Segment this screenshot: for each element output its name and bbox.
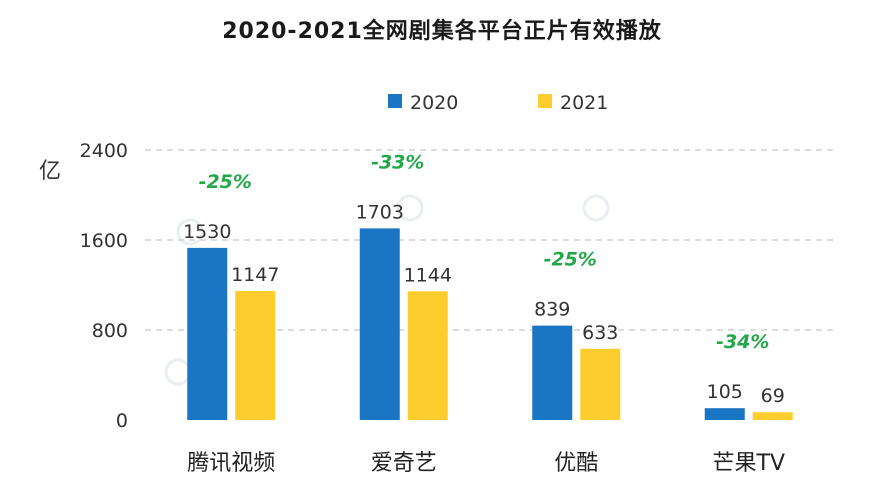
y-tick-label: 2400 (80, 140, 128, 162)
x-axis-categories: 腾讯视频 爱奇艺 优酷 芒果TV (187, 451, 785, 476)
legend-swatch (538, 94, 552, 108)
bars (187, 228, 793, 420)
data-label: 1144 (404, 264, 452, 286)
chart-title: 2020-2021全网剧集各平台正片有效播放 (222, 18, 662, 44)
data-label: 1703 (356, 201, 404, 223)
change-annotation: -25% (544, 249, 597, 271)
x-category-label: 爱奇艺 (371, 451, 437, 476)
y-axis-ticks: 0 800 1600 2400 (80, 140, 128, 432)
legend: 2020 2021 (388, 92, 608, 114)
y-tick-label: 0 (116, 410, 128, 432)
data-label: 1530 (183, 221, 231, 243)
bar (359, 228, 400, 420)
data-label: 69 (761, 385, 785, 407)
bar (187, 247, 228, 420)
bar (752, 412, 793, 420)
data-label: 105 (707, 381, 743, 403)
data-label: 633 (582, 322, 618, 344)
change-annotation: -33% (371, 151, 424, 173)
bar (407, 291, 448, 420)
legend-swatch (388, 94, 402, 108)
legend-label: 2020 (410, 92, 458, 114)
change-annotation: -34% (716, 331, 769, 353)
x-category-label: 腾讯视频 (187, 451, 275, 476)
change-annotation: -25% (199, 171, 252, 193)
bar (532, 325, 573, 420)
data-label: 1147 (231, 264, 279, 286)
bar (235, 290, 276, 420)
x-category-label: 优酷 (554, 451, 598, 476)
y-axis-unit-label: 亿 (39, 159, 61, 184)
data-label: 839 (534, 299, 570, 321)
y-tick-label: 800 (92, 320, 128, 342)
x-category-label: 芒果TV (713, 451, 786, 476)
legend-label: 2021 (560, 92, 608, 114)
bar (580, 348, 621, 420)
bar (704, 408, 745, 420)
y-tick-label: 1600 (80, 230, 128, 252)
change-annotations: -25% -33% -25% -34% (199, 151, 770, 353)
